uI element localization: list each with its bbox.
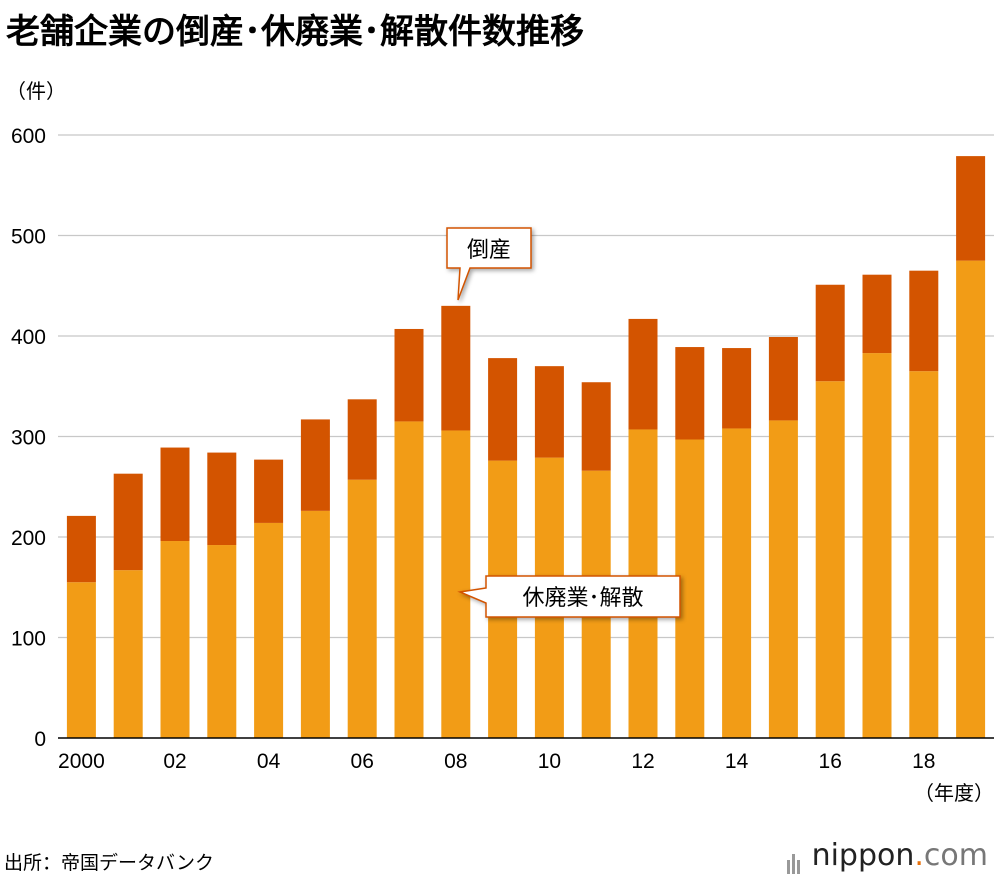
bar-closure-03 (207, 545, 237, 738)
bar-closure-15 (768, 420, 798, 738)
bar-closure-16 (815, 381, 845, 738)
bar-bankruptcy-13 (675, 347, 705, 440)
source-note: 出所：帝国データバンク (4, 852, 214, 874)
bar-closure-17 (862, 353, 892, 738)
x-tick-label: 14 (725, 750, 749, 773)
bar-bankruptcy-05 (300, 419, 330, 511)
x-tick-label: 2000 (58, 750, 105, 773)
bar-bankruptcy-02 (160, 447, 190, 542)
bar-bankruptcy-12 (628, 318, 658, 430)
bar-closure-02 (160, 541, 190, 738)
brand-dot: . (914, 838, 924, 873)
brand-logo: nippon.com (786, 838, 988, 874)
bar-bankruptcy-09 (488, 358, 518, 461)
bar-closure-01 (113, 570, 143, 738)
y-tick-label: 600 (11, 125, 46, 148)
y-tick-label: 200 (11, 527, 46, 550)
bar-bankruptcy-07 (394, 328, 424, 422)
x-axis-ticks: 2000 02 04 06 08 10 12 14 16 18 (58, 750, 935, 773)
bar-bankruptcy-17 (862, 274, 892, 354)
bar-bankruptcy-01 (113, 473, 143, 571)
bar-closure-08 (441, 430, 471, 738)
x-tick-label: 18 (912, 750, 935, 773)
x-tick-label: 12 (631, 750, 654, 773)
y-axis-ticks: 0 100 200 300 400 500 600 (11, 125, 46, 751)
y-tick-label: 100 (11, 628, 46, 651)
x-tick-label: 08 (444, 750, 467, 773)
x-axis-unit: （年度） (914, 782, 994, 805)
callout-bankruptcy-label: 倒産 (467, 237, 511, 262)
bar-closure-05 (300, 510, 330, 738)
bar-bankruptcy-08 (441, 305, 471, 431)
brand-bars-icon (786, 839, 802, 874)
bar-closure-2000 (66, 582, 96, 738)
bar-closure-07 (394, 421, 424, 738)
callout-closure-label: 休廃業･解散 (522, 585, 643, 610)
callout-closure: 休廃業･解散 (457, 575, 681, 618)
y-tick-label: 300 (11, 427, 46, 450)
brand-tld: com (923, 838, 988, 873)
x-tick-label: 02 (163, 750, 186, 773)
x-tick-label: 06 (351, 750, 374, 773)
bar-bankruptcy-15 (768, 337, 798, 421)
chart-title: 老舗企業の倒産･休廃業･解散件数推移 (6, 12, 584, 52)
bar-closure-18 (909, 371, 939, 738)
bar-bankruptcy-04 (254, 459, 284, 523)
bar-bankruptcy-10 (534, 366, 564, 458)
bar-bankruptcy-16 (815, 284, 845, 382)
x-tick-label: 10 (538, 750, 561, 773)
bar-closure-04 (254, 522, 284, 738)
bar-bankruptcy-18 (909, 270, 939, 372)
bar-bankruptcy-11 (581, 382, 611, 471)
bar-bankruptcy-03 (207, 452, 237, 546)
bar-closure-14 (722, 428, 752, 738)
bar-bankruptcy-14 (722, 348, 752, 429)
y-tick-label: 400 (11, 326, 46, 349)
bar-bankruptcy-19 (956, 156, 986, 261)
x-tick-label: 04 (257, 750, 281, 773)
y-tick-label: 500 (11, 226, 46, 249)
brand-name: nippon (811, 838, 915, 873)
gridlines (58, 134, 994, 639)
callout-bankruptcy: 倒産 (446, 227, 532, 301)
y-tick-label: 0 (34, 728, 46, 751)
bar-closure-06 (347, 479, 377, 738)
bar-closure-19 (956, 260, 986, 738)
bar-bankruptcy-06 (347, 399, 377, 480)
x-tick-label: 16 (819, 750, 842, 773)
bar-bankruptcy-2000 (66, 515, 96, 583)
y-axis-unit: （件） (6, 80, 66, 103)
